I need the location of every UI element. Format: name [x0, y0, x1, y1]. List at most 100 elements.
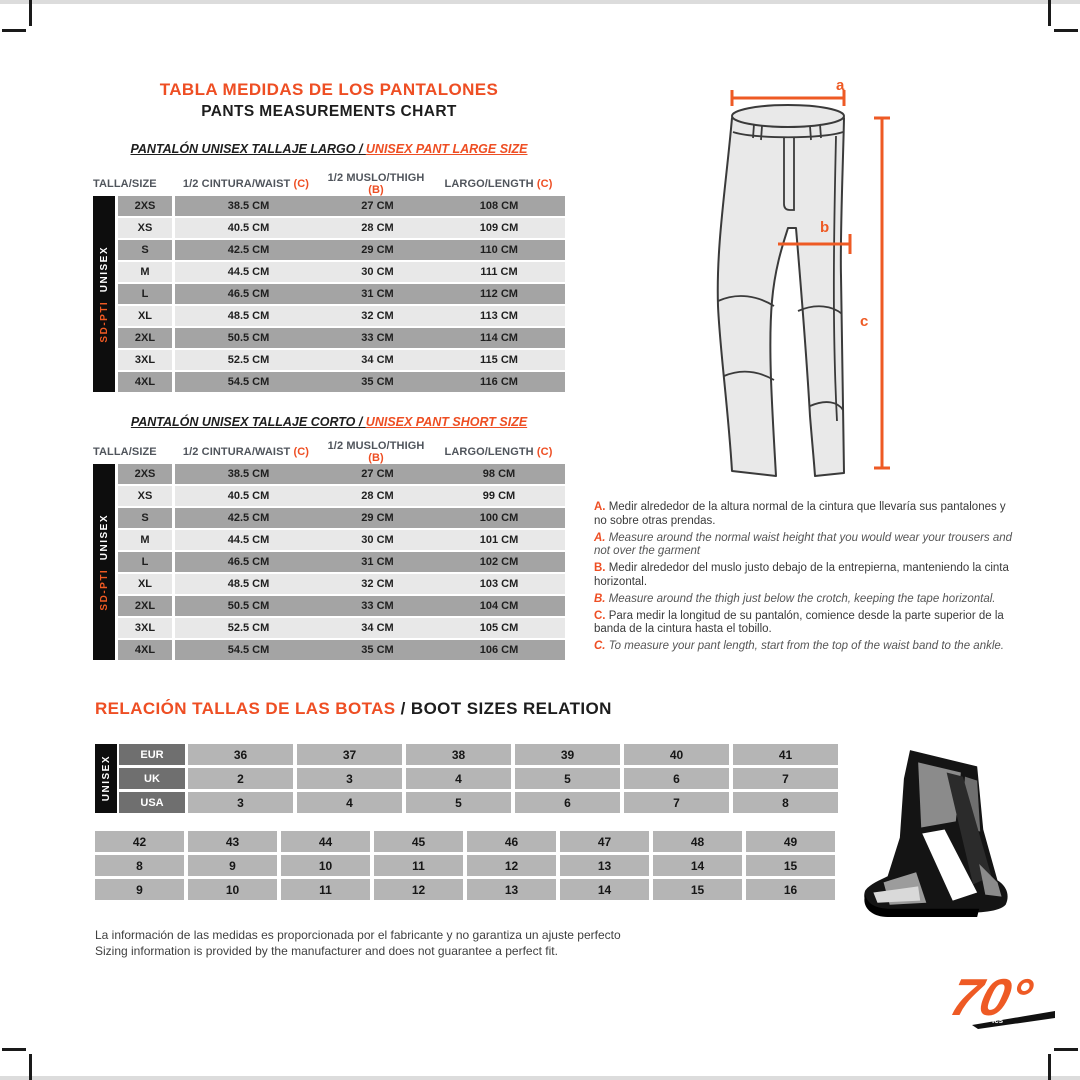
boot-side-bar: UNISEX	[95, 744, 117, 813]
thigh-value-cell: 33 CM	[322, 596, 433, 616]
boot-size-row-eur: EUR 36 37 38 39 40 41	[119, 744, 864, 765]
pants-short-table: TALLA/SIZE 1/2 CINTURA/WAIST (C) 1/2 MUS…	[93, 440, 565, 662]
size-cell: 3XL	[118, 618, 172, 638]
size-row-xs: XS 40.5 CM 28 CM 99 CM	[118, 486, 565, 506]
dim-label-c: c	[860, 313, 868, 330]
boot-standard-label: UK	[119, 768, 185, 789]
size-cell: M	[118, 530, 172, 550]
boot-size-cell: 9	[188, 855, 277, 876]
boot-side-bar-label: UNISEX	[100, 755, 112, 802]
model-side-bar: SD-PTI UNISEX	[93, 464, 115, 660]
pants-table-header: TALLA/SIZE 1/2 CINTURA/WAIST (C) 1/2 MUS…	[93, 172, 565, 196]
size-cell: XS	[118, 218, 172, 238]
length-value-cell: 103 CM	[433, 574, 565, 594]
boot-size-cell: 13	[560, 855, 649, 876]
bottom-edge-line	[0, 1076, 1080, 1080]
note-ref: B.	[594, 562, 609, 575]
boot-size-cell: 6	[515, 792, 620, 813]
boot-size-cell: 36	[188, 744, 293, 765]
size-row-2xl: 2XL 50.5 CM 33 CM 114 CM	[118, 328, 565, 348]
col-header-thigh: 1/2 MUSLO/THIGH (B)	[327, 440, 425, 464]
size-cell: 2XS	[118, 464, 172, 484]
boot-size-cell: 41	[733, 744, 838, 765]
boot-size-cell: 11	[374, 855, 463, 876]
boot-size-cell: 7	[733, 768, 838, 789]
thigh-value-cell: 35 CM	[322, 372, 433, 392]
brand-logo: 70° ics	[930, 965, 1055, 1045]
size-cell: M	[118, 262, 172, 282]
thigh-value-cell: 31 CM	[322, 284, 433, 304]
boot-size-cell: 3	[188, 792, 293, 813]
boot-size-cell: 16	[746, 879, 835, 900]
pants-illustration: a b	[716, 77, 890, 477]
large-size-subtitle-es: PANTALÓN UNISEX TALLAJE LARGO /	[130, 142, 366, 156]
crop-mark	[1048, 0, 1051, 26]
waist-value-cell: 50.5 CM	[175, 328, 322, 348]
boot-size-cell: 7	[624, 792, 729, 813]
boot-size-cell: 4	[406, 768, 511, 789]
size-cell: 4XL	[118, 640, 172, 660]
short-size-subtitle-es: PANTALÓN UNISEX TALLAJE CORTO /	[130, 415, 366, 429]
thigh-value-cell: 28 CM	[322, 218, 433, 238]
crop-mark	[1054, 1048, 1078, 1051]
dim-label-a: a	[836, 77, 845, 94]
col-header-length: LARGO/LENGTH (C)	[444, 446, 553, 458]
waist-value-cell: 48.5 CM	[175, 306, 322, 326]
side-bar-model-label: SD-PTI	[98, 568, 110, 611]
model-side-bar: SD-PTI UNISEX	[93, 196, 115, 392]
top-edge-line	[0, 0, 1080, 4]
crop-mark	[1054, 29, 1078, 32]
size-row-s: S 42.5 CM 29 CM 110 CM	[118, 240, 565, 260]
pants-table-header: TALLA/SIZE 1/2 CINTURA/WAIST (C) 1/2 MUS…	[93, 440, 565, 464]
boot-extended-row-3: 9 10 11 12 13 14 15 16	[95, 879, 840, 900]
size-cell: L	[118, 284, 172, 304]
boot-size-cell: 42	[95, 831, 184, 852]
waist-value-cell: 54.5 CM	[175, 640, 322, 660]
waist-value-cell: 40.5 CM	[175, 218, 322, 238]
footer-disclaimer: La información de las medidas es proporc…	[95, 928, 735, 959]
size-cell: 2XL	[118, 596, 172, 616]
thigh-value-cell: 31 CM	[322, 552, 433, 572]
size-row-4xl: 4XL 54.5 CM 35 CM 106 CM	[118, 640, 565, 660]
thigh-value-cell: 30 CM	[322, 530, 433, 550]
boot-size-cell: 6	[624, 768, 729, 789]
large-size-subtitle: PANTALÓN UNISEX TALLAJE LARGO / UNISEX P…	[93, 142, 565, 156]
crop-mark	[2, 1048, 26, 1051]
boot-size-cell: 40	[624, 744, 729, 765]
boot-size-cell: 47	[560, 831, 649, 852]
thigh-value-cell: 32 CM	[322, 306, 433, 326]
col-header-waist: 1/2 CINTURA/WAIST (C)	[182, 178, 310, 190]
size-cell: S	[118, 508, 172, 528]
short-size-subtitle-en: UNISEX PANT SHORT SIZE	[365, 415, 528, 429]
footer-line-en: Sizing information is provided by the ma…	[95, 943, 558, 958]
thigh-value-cell: 33 CM	[322, 328, 433, 348]
page-title: TABLA MEDIDAS DE LOS PANTALONES PANTS ME…	[93, 80, 565, 121]
waist-value-cell: 38.5 CM	[175, 196, 322, 216]
size-cell: XL	[118, 306, 172, 326]
boot-size-cell: 39	[515, 744, 620, 765]
measurement-note-b-en: B. Measure around the thigh just below t…	[594, 592, 996, 605]
thigh-value-cell: 27 CM	[322, 464, 433, 484]
measurement-note-c-en: C. To measure your pant length, start fr…	[594, 640, 1004, 653]
size-cell: 2XS	[118, 196, 172, 216]
length-value-cell: 102 CM	[433, 552, 565, 572]
boot-size-cell: 46	[467, 831, 556, 852]
page-title-es: TABLA MEDIDAS DE LOS PANTALONES	[159, 80, 499, 99]
boot-size-cell: 13	[467, 879, 556, 900]
boot-size-cell: 43	[188, 831, 277, 852]
size-cell: 3XL	[118, 350, 172, 370]
side-bar-model-label: SD-PTI	[98, 300, 110, 343]
boot-size-cell: 2	[188, 768, 293, 789]
footer-line-es: La información de las medidas es proporc…	[95, 928, 621, 942]
boot-size-row-uk: UK 2 3 4 5 6 7	[119, 768, 864, 789]
length-value-cell: 110 CM	[433, 240, 565, 260]
thigh-value-cell: 29 CM	[322, 508, 433, 528]
waist-value-cell: 54.5 CM	[175, 372, 322, 392]
size-row-2xl: 2XL 50.5 CM 33 CM 104 CM	[118, 596, 565, 616]
size-row-m: M 44.5 CM 30 CM 101 CM	[118, 530, 565, 550]
thigh-value-cell: 29 CM	[322, 240, 433, 260]
waist-value-cell: 42.5 CM	[175, 240, 322, 260]
pants-large-table: TALLA/SIZE 1/2 CINTURA/WAIST (C) 1/2 MUS…	[93, 172, 565, 394]
side-bar-gender-label: UNISEX	[98, 513, 110, 560]
size-row-3xl: 3XL 52.5 CM 34 CM 105 CM	[118, 618, 565, 638]
